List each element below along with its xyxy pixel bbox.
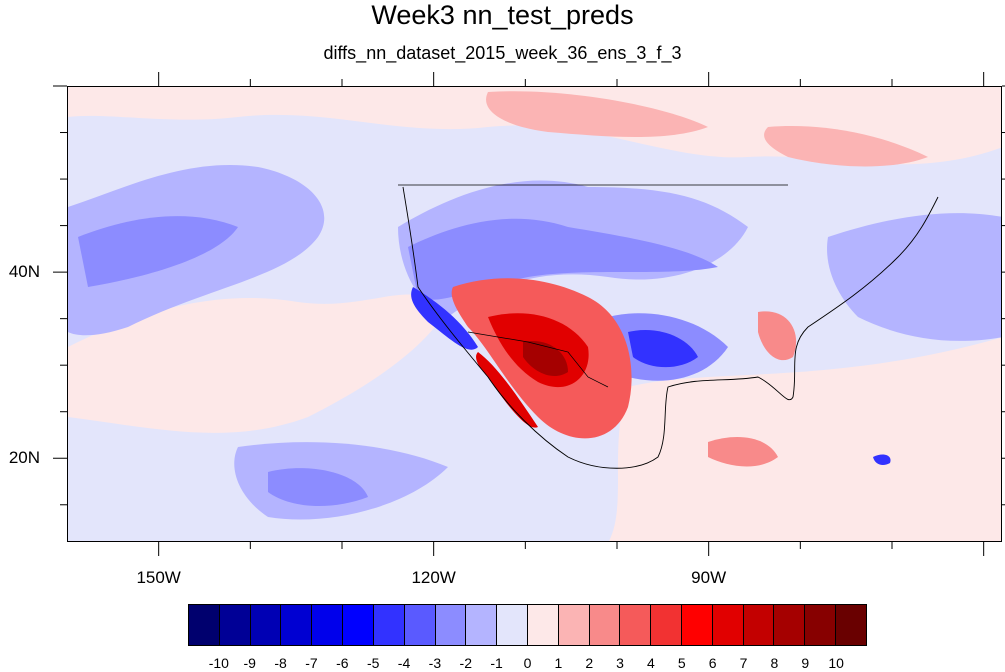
colorbar-label: 9 xyxy=(801,655,810,671)
map-panel xyxy=(67,86,1002,542)
blue-gulf-dark xyxy=(628,329,698,368)
colorbar-swatch xyxy=(219,605,251,645)
colorbar-swatch xyxy=(497,605,528,645)
colorbar-label: 10 xyxy=(828,655,844,671)
colorbar-swatch xyxy=(281,605,313,645)
map-subtitle: diffs_nn_dataset_2015_week_36_ens_3_f_3 xyxy=(323,43,682,63)
colorbar-swatch xyxy=(527,605,559,645)
colorbar-label: 5 xyxy=(677,655,686,671)
blue-west-us-mid xyxy=(408,218,718,300)
colorbar-label: -4 xyxy=(397,655,411,671)
colorbar-swatch xyxy=(805,605,837,645)
colorbar-label: 6 xyxy=(708,655,717,671)
colorbar-label: -3 xyxy=(428,655,442,671)
colorbar-swatch xyxy=(743,605,775,645)
colorbar-swatch xyxy=(373,605,405,645)
colorbar-swatch xyxy=(836,605,866,645)
colorbar-swatch xyxy=(189,605,220,645)
colorbar-swatch xyxy=(466,605,498,645)
red-baja xyxy=(476,352,538,428)
colorbar-label: -2 xyxy=(459,655,472,671)
lon-label: 90W xyxy=(691,568,727,587)
colorbar-swatch xyxy=(312,605,344,645)
colorbar-swatch xyxy=(343,605,374,645)
colorbar-swatch xyxy=(620,605,652,645)
lon-label: 150W xyxy=(136,568,181,587)
pink-southeast xyxy=(608,337,1001,541)
red-southeast-us xyxy=(758,311,797,361)
map-title: Week3 nn_test_preds xyxy=(371,0,634,30)
lat-label: 40N xyxy=(8,262,40,282)
colorbar-swatch xyxy=(774,605,806,645)
colorbar-label: 4 xyxy=(647,655,655,671)
colorbar-swatch xyxy=(404,605,436,645)
lon-label: 120W xyxy=(411,568,456,587)
colorbar-label: -6 xyxy=(336,655,349,671)
blue-south-pacific-dark xyxy=(268,468,368,507)
colorbar-swatch xyxy=(651,605,682,645)
colorbar-label: 7 xyxy=(739,655,748,671)
colorbar-label: -7 xyxy=(305,655,318,671)
colorbar-label: -1 xyxy=(490,655,503,671)
colorbar-label: 3 xyxy=(616,655,624,671)
red-patch-north-1 xyxy=(486,91,708,137)
pink-band-pacific xyxy=(68,294,448,433)
blue-coast-dark xyxy=(411,287,478,350)
colorbar-swatch xyxy=(250,605,282,645)
red-patch-north-2 xyxy=(764,126,928,167)
red-southwest-darkest xyxy=(523,341,568,377)
colorbar-label: 1 xyxy=(554,655,563,671)
colorbar-swatch xyxy=(589,605,621,645)
colorbar-label: -9 xyxy=(243,655,256,671)
colorbar-label: 2 xyxy=(585,655,594,671)
colorbar-label: -8 xyxy=(274,655,287,671)
blue-east-atlantic xyxy=(827,213,1001,341)
colorbar-label: -10 xyxy=(208,655,229,671)
colorbar-label: -5 xyxy=(366,655,380,671)
anomaly-field xyxy=(68,87,1001,541)
us-mexico-border xyxy=(467,331,609,388)
colorbar-label: 8 xyxy=(770,655,779,671)
lat-label: 20N xyxy=(8,448,40,468)
colorbar-label: 0 xyxy=(523,655,532,671)
colorbar-swatch xyxy=(712,605,744,645)
blue-pacific-west-dark xyxy=(78,216,238,287)
red-caribbean xyxy=(708,437,778,467)
colorbar-swatch xyxy=(558,605,590,645)
blue-caribbean-spot xyxy=(873,454,891,465)
coastline xyxy=(402,186,939,469)
colorbar-swatch xyxy=(682,605,713,645)
colorbar xyxy=(188,604,867,646)
colorbar-swatch xyxy=(435,605,467,645)
